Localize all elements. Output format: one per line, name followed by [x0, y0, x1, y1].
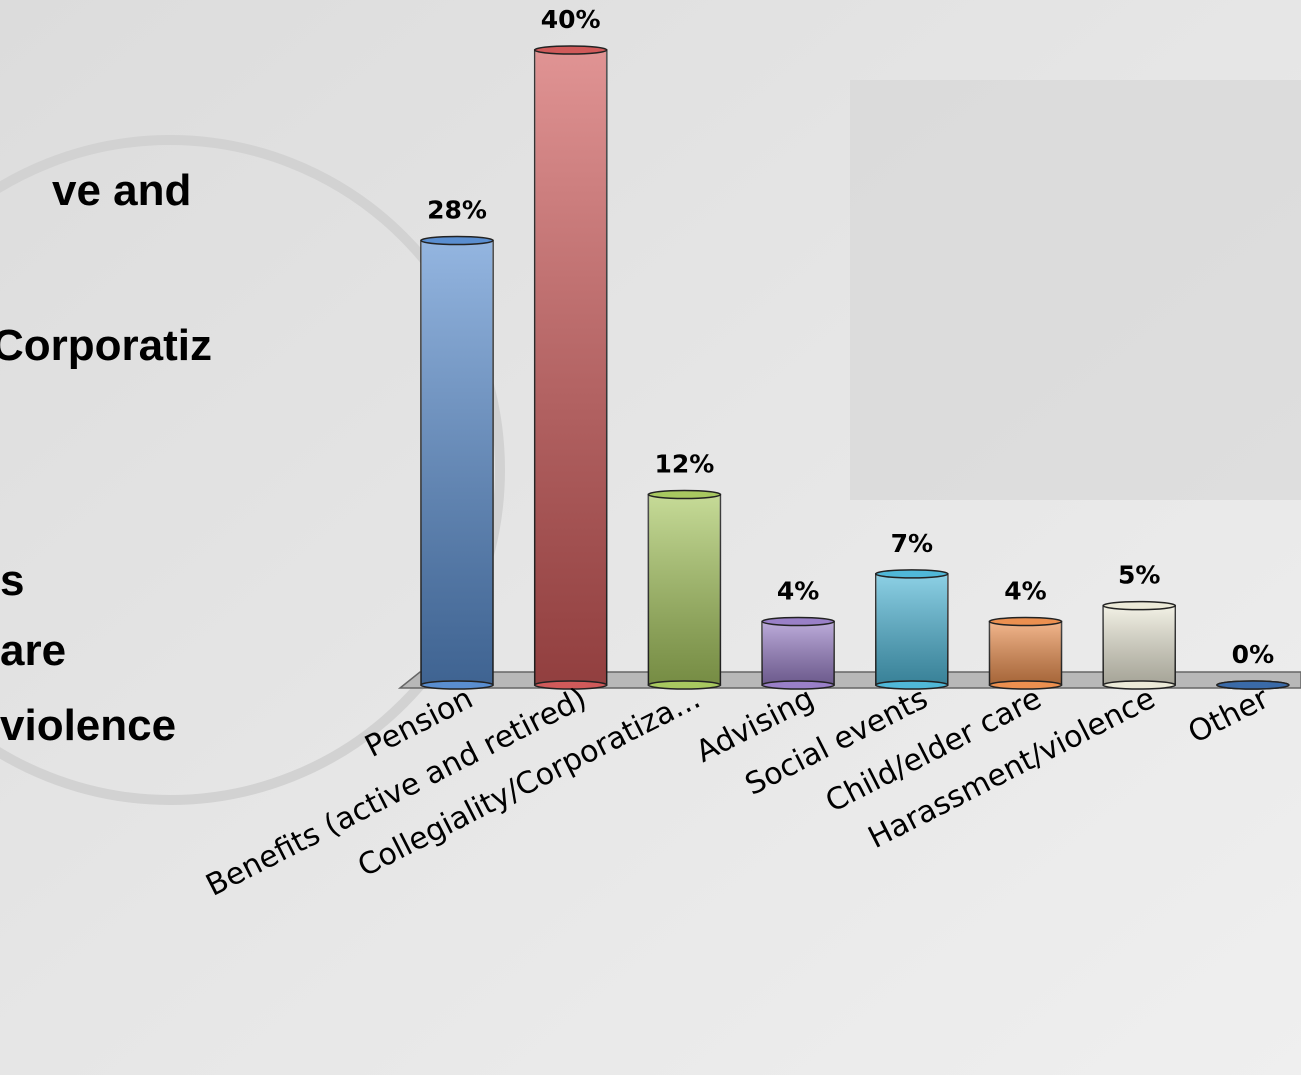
bar-cap	[648, 491, 720, 499]
value-label: 40%	[541, 5, 601, 34]
slide-text: violence	[0, 701, 176, 750]
value-label: 28%	[427, 196, 487, 225]
slide-text: s	[0, 556, 24, 605]
slide-text: ve and	[52, 166, 191, 215]
value-label: 4%	[777, 577, 819, 606]
value-label: 0%	[1232, 640, 1274, 669]
bar-shading	[535, 50, 607, 685]
bar-shading	[762, 622, 834, 686]
bar-cap	[421, 237, 493, 245]
value-label: 12%	[654, 450, 714, 479]
bar-shading	[421, 241, 493, 686]
bar-cap	[876, 570, 948, 578]
value-label: 4%	[1004, 577, 1046, 606]
bar-cap	[1103, 602, 1175, 610]
slide-text: are	[0, 626, 66, 675]
slide: ve and Corporatiz s are violence 28%Pens…	[0, 0, 1301, 1075]
bar-shading	[990, 622, 1062, 686]
value-label: 7%	[891, 529, 933, 558]
bar-shading	[1103, 606, 1175, 685]
slide-text: Corporatiz	[0, 321, 212, 370]
value-label: 5%	[1118, 561, 1160, 590]
bar-cap	[762, 618, 834, 626]
page: ve and Corporatiz s are violence 28%Pens…	[0, 0, 1301, 1075]
bar-shading	[876, 574, 948, 685]
bar-cap	[535, 46, 607, 54]
bar-shading	[648, 495, 720, 686]
building-watermark	[850, 80, 1301, 500]
bar-cap	[990, 618, 1062, 626]
